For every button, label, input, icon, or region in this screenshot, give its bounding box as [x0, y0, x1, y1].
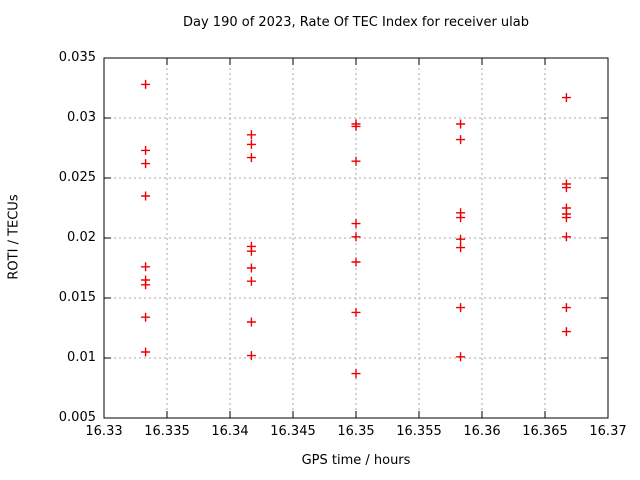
y-tick-label: 0.035 [58, 50, 96, 65]
y-tick-label: 0.025 [58, 170, 96, 185]
data-point-marker [246, 246, 256, 256]
data-point-marker [351, 232, 361, 242]
y-tick-label: 0.015 [58, 290, 96, 305]
y-tick-label: 0.005 [58, 410, 96, 425]
data-point-marker [351, 156, 361, 166]
data-point-marker [141, 145, 151, 155]
x-tick-label: 16.34 [211, 424, 249, 439]
data-point-marker [141, 280, 151, 290]
data-point-marker [561, 303, 571, 313]
data-point-marker [456, 234, 466, 244]
data-point-marker [561, 327, 571, 337]
x-axis-label: GPS time / hours [301, 453, 411, 468]
data-point-marker [561, 213, 571, 223]
data-point-marker [351, 369, 361, 379]
data-point-marker [246, 130, 256, 140]
data-point-marker [561, 232, 571, 242]
data-point-marker [456, 243, 466, 253]
x-tick-label: 16.335 [144, 424, 190, 439]
data-point-marker [351, 257, 361, 267]
data-point-marker [141, 159, 151, 169]
data-point-marker [246, 351, 256, 361]
data-point-marker [456, 352, 466, 362]
data-point-marker [141, 312, 151, 322]
data-point-marker [246, 263, 256, 273]
data-point-marker [456, 119, 466, 129]
x-tick-label: 16.355 [396, 424, 442, 439]
chart-title: Day 190 of 2023, Rate Of TEC Index for r… [183, 15, 529, 30]
data-point-marker [351, 219, 361, 229]
data-point-marker [141, 79, 151, 89]
x-tick-label: 16.345 [270, 424, 316, 439]
x-tick-label: 16.365 [522, 424, 568, 439]
y-tick-label: 0.02 [67, 230, 96, 245]
data-point-marker [351, 307, 361, 317]
data-point-marker [351, 121, 361, 131]
data-point-marker [141, 347, 151, 357]
data-point-marker [561, 183, 571, 193]
x-tick-label: 16.35 [337, 424, 375, 439]
y-tick-label: 0.03 [67, 110, 96, 125]
data-point-marker [246, 153, 256, 163]
data-point-marker [141, 191, 151, 201]
data-point-marker [246, 139, 256, 149]
x-tick-label: 16.37 [589, 424, 627, 439]
data-point-marker [561, 93, 571, 103]
data-point-marker [456, 303, 466, 313]
x-tick-label: 16.33 [85, 424, 123, 439]
data-point-marker [246, 317, 256, 327]
y-tick-label: 0.01 [67, 350, 96, 365]
x-tick-label: 16.36 [463, 424, 501, 439]
data-point-marker [456, 213, 466, 223]
data-point-marker [246, 276, 256, 286]
data-point-marker [456, 135, 466, 145]
data-point-marker [141, 262, 151, 272]
